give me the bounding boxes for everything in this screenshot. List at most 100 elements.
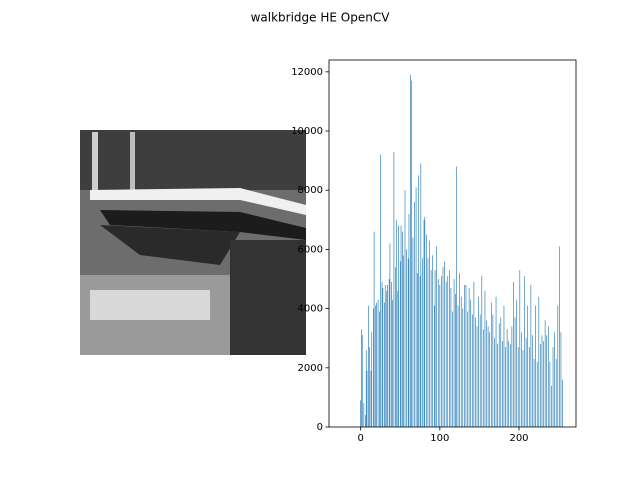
bar: [557, 305, 559, 427]
bar: [506, 329, 508, 427]
bar: [509, 344, 511, 427]
bar: [467, 311, 468, 427]
bar: [433, 305, 435, 427]
y-tick-label: 2000: [298, 363, 323, 374]
bar: [535, 305, 536, 427]
bar: [481, 276, 483, 427]
bar: [452, 311, 453, 427]
bar: [505, 347, 506, 427]
bar: [384, 284, 386, 427]
bar: [464, 284, 465, 427]
bar: [471, 314, 473, 427]
bar: [500, 317, 502, 427]
bar: [462, 308, 464, 427]
bar: [450, 287, 452, 427]
bar: [441, 276, 442, 427]
bar: [426, 234, 427, 427]
bar: [453, 279, 455, 427]
bar: [384, 302, 385, 427]
bar: [562, 379, 563, 427]
bar: [492, 314, 494, 427]
bar: [418, 175, 419, 427]
bar: [487, 326, 489, 427]
bar: [389, 243, 391, 427]
bar: [388, 279, 390, 427]
bar: [398, 225, 399, 427]
bar: [521, 332, 522, 427]
bar: [502, 341, 503, 427]
bar: [407, 258, 409, 427]
bar: [403, 255, 404, 427]
bar: [377, 299, 379, 427]
bar: [513, 281, 514, 427]
bar: [519, 270, 521, 427]
bar: [380, 154, 381, 428]
bar: [371, 332, 373, 427]
bar: [381, 281, 383, 427]
bar: [508, 341, 510, 427]
bar: [524, 276, 525, 427]
bar: [555, 358, 557, 427]
bar: [437, 279, 439, 427]
bar: [449, 270, 450, 427]
bar: [527, 305, 529, 427]
bar: [484, 290, 486, 427]
bar: [486, 320, 487, 427]
bar: [429, 240, 430, 427]
bar: [455, 293, 456, 427]
bar: [528, 347, 530, 427]
bar: [419, 276, 421, 427]
bar: [470, 299, 472, 427]
bar: [366, 370, 368, 427]
bar: [373, 231, 375, 427]
bar: [436, 246, 437, 427]
bar: [517, 347, 519, 427]
bar: [406, 249, 407, 427]
bar: [495, 296, 497, 427]
bar: [514, 317, 516, 427]
bar: [532, 335, 533, 427]
bar: [382, 287, 384, 427]
bar: [494, 338, 495, 427]
bar: [465, 284, 467, 427]
bar: [536, 361, 538, 427]
bar: [552, 347, 554, 427]
bar: [522, 350, 524, 427]
bar: [392, 299, 393, 427]
bar: [361, 335, 363, 427]
bar: [368, 305, 369, 427]
bar: [363, 403, 365, 427]
figure-title: walkbridge HE OpenCV: [251, 11, 391, 25]
bar: [369, 347, 370, 427]
bar: [361, 329, 362, 427]
bar: [404, 190, 406, 427]
bar: [397, 290, 399, 427]
bar: [370, 370, 372, 427]
bar: [459, 273, 460, 427]
bar: [456, 166, 457, 427]
bar: [478, 296, 479, 427]
bar: [365, 415, 366, 427]
photo: [80, 130, 306, 355]
axes-frame: [328, 59, 577, 428]
y-tick-label: 10000: [291, 126, 323, 137]
histogram-axes: 0 2000 4000 6000 8000 10000 12000 0 100 200: [291, 59, 577, 444]
bar: [444, 261, 445, 427]
bar: [391, 281, 392, 427]
bar: [559, 246, 560, 427]
bar: [442, 267, 444, 427]
bar: [554, 332, 555, 427]
bar: [423, 219, 425, 427]
bar: [445, 281, 447, 427]
bar: [489, 332, 491, 427]
bar: [476, 326, 478, 427]
bar: [415, 187, 417, 427]
bar: [430, 270, 432, 427]
bar: [543, 341, 544, 427]
bar: [490, 302, 492, 427]
bar: [387, 284, 388, 427]
bar: [395, 219, 397, 427]
bar: [547, 326, 549, 427]
bar: [497, 344, 498, 427]
